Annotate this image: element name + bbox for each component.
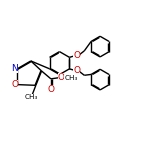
Text: CH₃: CH₃ xyxy=(64,75,78,81)
Text: O: O xyxy=(73,66,80,75)
Text: O: O xyxy=(73,51,80,60)
Text: O: O xyxy=(58,73,65,82)
Text: O: O xyxy=(47,85,54,94)
Text: O: O xyxy=(11,80,18,89)
Text: N: N xyxy=(11,64,18,73)
Text: CH₃: CH₃ xyxy=(25,94,38,100)
